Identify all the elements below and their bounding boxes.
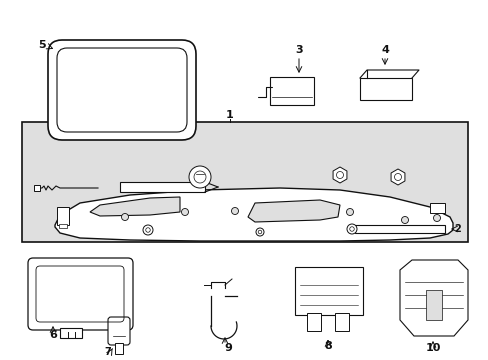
Circle shape bbox=[121, 213, 128, 220]
FancyBboxPatch shape bbox=[294, 267, 362, 315]
FancyBboxPatch shape bbox=[354, 225, 444, 233]
FancyBboxPatch shape bbox=[48, 40, 196, 140]
Circle shape bbox=[145, 228, 150, 232]
Circle shape bbox=[231, 207, 238, 215]
Text: 5: 5 bbox=[38, 40, 46, 50]
Circle shape bbox=[346, 208, 353, 216]
Text: 9: 9 bbox=[224, 343, 231, 353]
Circle shape bbox=[189, 166, 210, 188]
Circle shape bbox=[256, 228, 264, 236]
FancyBboxPatch shape bbox=[425, 290, 441, 320]
Circle shape bbox=[142, 225, 153, 235]
Circle shape bbox=[194, 171, 205, 183]
Circle shape bbox=[181, 208, 188, 216]
Circle shape bbox=[258, 230, 261, 234]
FancyBboxPatch shape bbox=[60, 328, 82, 338]
Polygon shape bbox=[399, 260, 467, 336]
Text: 7: 7 bbox=[104, 347, 111, 357]
FancyBboxPatch shape bbox=[306, 313, 320, 331]
Circle shape bbox=[401, 216, 407, 224]
FancyBboxPatch shape bbox=[108, 317, 130, 345]
Circle shape bbox=[336, 171, 343, 179]
Text: 8: 8 bbox=[324, 341, 331, 351]
FancyBboxPatch shape bbox=[115, 343, 123, 354]
Text: 4: 4 bbox=[380, 45, 388, 55]
Text: 2: 2 bbox=[454, 224, 461, 234]
FancyBboxPatch shape bbox=[120, 182, 204, 192]
FancyBboxPatch shape bbox=[34, 185, 40, 191]
FancyBboxPatch shape bbox=[22, 122, 467, 242]
FancyBboxPatch shape bbox=[269, 77, 313, 105]
FancyBboxPatch shape bbox=[429, 203, 444, 213]
FancyBboxPatch shape bbox=[334, 313, 348, 331]
Polygon shape bbox=[247, 200, 339, 222]
Polygon shape bbox=[55, 188, 452, 241]
Text: 3: 3 bbox=[295, 45, 302, 55]
Text: 6: 6 bbox=[49, 330, 57, 340]
FancyBboxPatch shape bbox=[59, 224, 67, 228]
Circle shape bbox=[349, 227, 353, 231]
Circle shape bbox=[433, 215, 440, 221]
Circle shape bbox=[346, 224, 356, 234]
FancyBboxPatch shape bbox=[359, 78, 411, 100]
Text: 10: 10 bbox=[425, 343, 440, 353]
Polygon shape bbox=[90, 197, 180, 216]
FancyBboxPatch shape bbox=[57, 207, 69, 225]
FancyBboxPatch shape bbox=[28, 258, 133, 330]
Text: 1: 1 bbox=[225, 110, 233, 120]
Polygon shape bbox=[332, 167, 346, 183]
Circle shape bbox=[394, 174, 401, 180]
Polygon shape bbox=[390, 169, 404, 185]
